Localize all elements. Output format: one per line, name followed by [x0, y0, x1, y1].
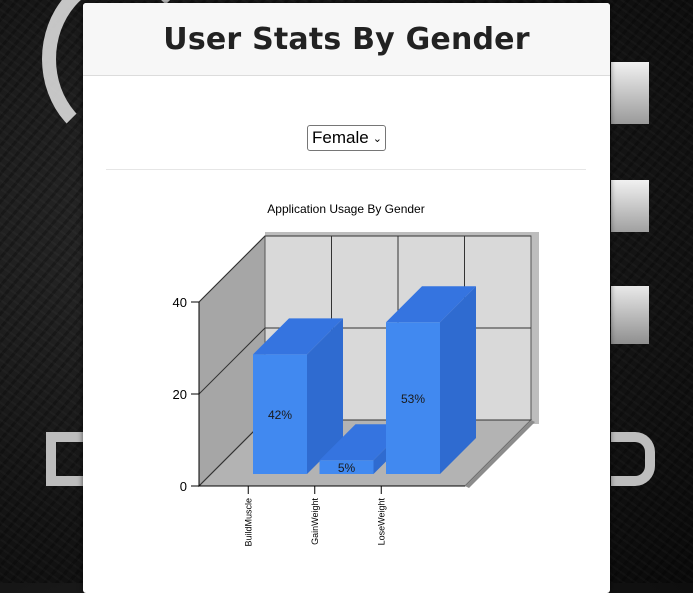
- gender-select-value: Female: [312, 128, 369, 147]
- bar-front: [386, 322, 440, 474]
- usage-chart: Application Usage By Gender 0 20 40 42% Build…: [173, 202, 539, 547]
- x-category-label: BuildMuscle: [243, 498, 253, 547]
- chart-floor-edge: [465, 420, 535, 488]
- background-logo-block: [611, 180, 649, 232]
- x-category-label: GainWeight: [310, 498, 320, 545]
- y-tick-label: 0: [180, 479, 187, 494]
- chart-gridline: [198, 327, 266, 395]
- divider: [106, 169, 586, 170]
- background-logo-letter: [46, 432, 90, 486]
- bar-front: [253, 354, 307, 474]
- chart-title: Application Usage By Gender: [267, 202, 424, 216]
- chevron-down-icon: ⌄: [372, 132, 382, 145]
- y-tick-label: 20: [173, 387, 187, 402]
- gender-select[interactable]: Female ⌄: [307, 125, 386, 151]
- filter-row: Female ⌄: [83, 125, 610, 151]
- bar-data-label: 5%: [338, 461, 356, 475]
- page-title: User Stats By Gender: [163, 21, 530, 57]
- bar-top: [386, 286, 476, 323]
- chart-gridline: [198, 235, 266, 303]
- panel-header: User Stats By Gender: [83, 3, 610, 76]
- bar-data-label: 42%: [268, 408, 292, 422]
- bar-side: [307, 318, 343, 474]
- background-logo-letter: [611, 432, 655, 486]
- bar-front: [319, 460, 374, 474]
- bar-side: [440, 286, 476, 474]
- background-logo-block: [611, 286, 649, 344]
- y-tick-label: 40: [173, 295, 187, 310]
- x-category-label: LoseWeight: [376, 498, 386, 546]
- bar-data-label: 53%: [401, 392, 425, 406]
- stats-panel: User Stats By Gender Female ⌄ Applicatio…: [83, 3, 610, 593]
- bar-top: [253, 318, 343, 355]
- background-logo-block: [611, 62, 649, 124]
